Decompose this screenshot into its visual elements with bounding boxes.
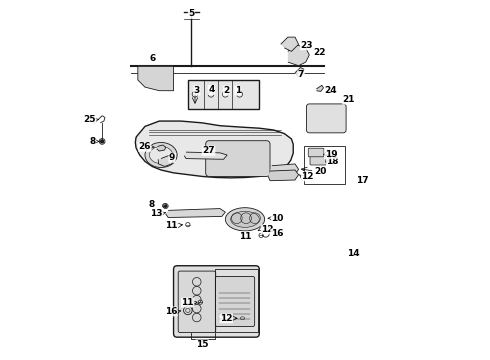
Circle shape [100, 140, 103, 143]
Bar [188, 80, 259, 109]
PathPatch shape [270, 164, 298, 176]
PathPatch shape [295, 67, 304, 77]
Ellipse shape [145, 143, 177, 167]
Ellipse shape [149, 147, 172, 163]
FancyBboxPatch shape [310, 155, 326, 165]
PathPatch shape [157, 145, 166, 151]
Text: 25: 25 [83, 116, 96, 125]
Text: 6: 6 [149, 54, 156, 63]
PathPatch shape [288, 44, 309, 66]
FancyBboxPatch shape [173, 266, 259, 337]
Text: 12: 12 [261, 225, 273, 234]
Text: 8: 8 [90, 137, 96, 146]
Text: 22: 22 [314, 48, 326, 57]
Text: 8: 8 [149, 200, 155, 209]
Text: 4: 4 [208, 85, 215, 94]
Circle shape [165, 205, 167, 207]
PathPatch shape [184, 152, 227, 159]
Text: 11: 11 [165, 221, 178, 230]
PathPatch shape [135, 121, 293, 178]
Ellipse shape [231, 211, 259, 227]
Text: 18: 18 [326, 157, 339, 166]
Text: 12: 12 [220, 314, 232, 323]
Text: 1: 1 [235, 86, 241, 95]
Text: 14: 14 [347, 249, 360, 258]
PathPatch shape [138, 66, 173, 91]
Text: 9: 9 [169, 153, 175, 162]
PathPatch shape [281, 37, 298, 51]
FancyBboxPatch shape [306, 104, 346, 133]
PathPatch shape [166, 208, 225, 217]
PathPatch shape [268, 170, 298, 181]
FancyBboxPatch shape [206, 141, 270, 176]
Ellipse shape [225, 208, 265, 231]
Text: 16: 16 [165, 307, 177, 316]
Text: 2: 2 [223, 86, 229, 95]
Text: 19: 19 [325, 150, 337, 159]
FancyBboxPatch shape [178, 271, 216, 333]
FancyBboxPatch shape [308, 148, 324, 157]
Text: 17: 17 [356, 176, 369, 185]
PathPatch shape [158, 155, 173, 166]
Text: 13: 13 [150, 209, 163, 218]
Text: 10: 10 [271, 214, 284, 223]
Text: 20: 20 [315, 167, 327, 176]
Text: 16: 16 [270, 229, 283, 238]
Text: 26: 26 [139, 142, 151, 151]
Text: 3: 3 [194, 86, 200, 95]
Text: 21: 21 [343, 95, 355, 104]
Text: 27: 27 [202, 146, 215, 155]
Bar [304, 146, 345, 184]
Text: 24: 24 [324, 86, 337, 95]
Text: 12: 12 [301, 172, 314, 181]
FancyBboxPatch shape [215, 276, 255, 327]
Text: 23: 23 [300, 41, 313, 50]
Text: 15: 15 [196, 340, 208, 349]
Bar [215, 269, 258, 332]
Text: 7: 7 [298, 70, 304, 79]
PathPatch shape [317, 85, 323, 91]
Text: 11: 11 [239, 232, 252, 241]
Text: 11: 11 [181, 298, 194, 307]
Text: 5: 5 [188, 9, 195, 18]
